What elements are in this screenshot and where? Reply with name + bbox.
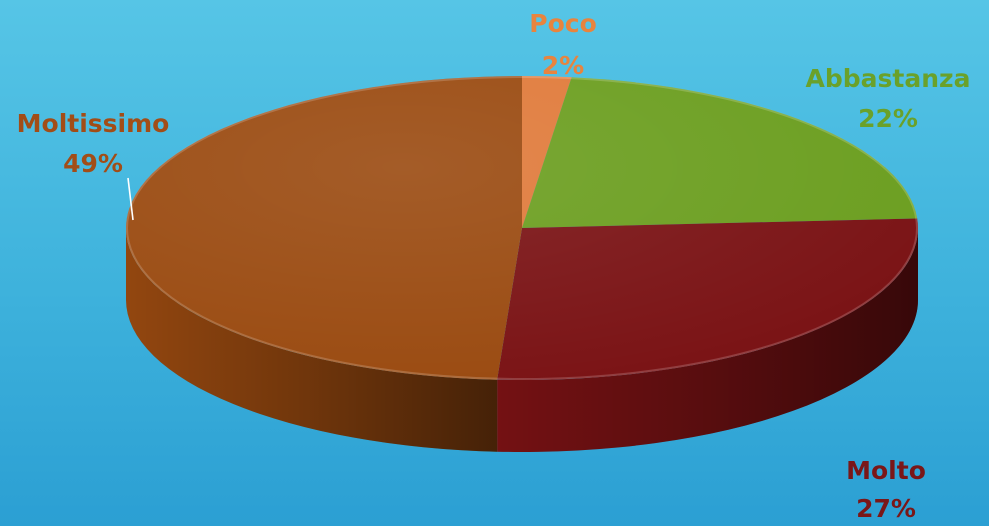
slice-label-molto: Molto xyxy=(846,456,926,485)
pie-top-shine xyxy=(126,76,918,380)
pie-labels: Poco 2% Abbastanza 22% Molto 27% Moltissimo 49% xyxy=(17,9,971,523)
slice-label-poco-value: 2% xyxy=(542,51,584,80)
slice-label-moltissimo-value: 49% xyxy=(63,149,123,178)
pie-side-molto xyxy=(497,228,918,453)
slice-label-poco: Poco xyxy=(529,9,597,38)
pie-top xyxy=(125,76,918,381)
pie-rim xyxy=(126,76,918,380)
slice-label-moltissimo: Moltissimo xyxy=(17,109,170,138)
slice-label-abbastanza: Abbastanza xyxy=(806,64,971,93)
pie-side-moltissimo xyxy=(126,228,498,452)
slice-label-abbastanza-value: 22% xyxy=(858,104,918,133)
pie-sides xyxy=(126,228,918,453)
slice-label-molto-value: 27% xyxy=(856,494,916,523)
leader-line-moltissimo xyxy=(127,177,134,221)
